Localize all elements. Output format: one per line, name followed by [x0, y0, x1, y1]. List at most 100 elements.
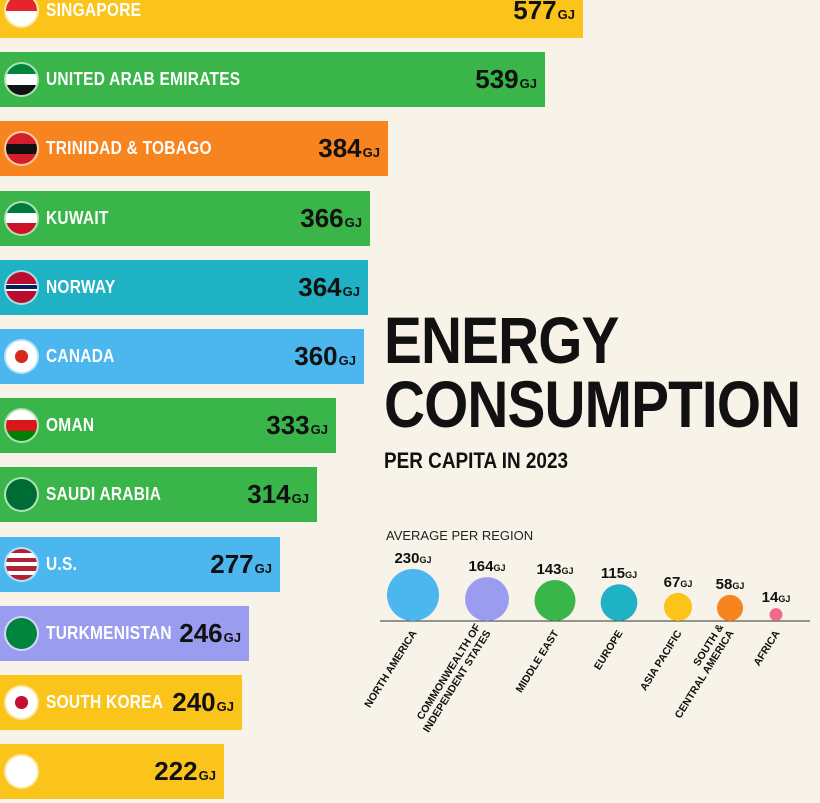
- chart-subtitle: PER CAPITA IN 2023: [384, 448, 568, 473]
- bar-value-number: 364: [298, 271, 342, 302]
- region-section-label: AVERAGE PER REGION: [386, 528, 534, 543]
- region-value-unit: GJ: [680, 579, 692, 589]
- bar-category-label: KUWAIT: [46, 207, 109, 228]
- region-value-number: 67: [664, 574, 681, 591]
- bar-value-unit: GJ: [291, 491, 309, 507]
- region-name-label: AFRICA: [751, 628, 782, 668]
- bar-south-korea: SOUTH KOREA 240GJ: [0, 675, 242, 730]
- bar-kuwait: KUWAIT 366GJ: [0, 190, 370, 246]
- bar-canada: CANADA 360GJ: [0, 329, 364, 384]
- chart-title-line-2: CONSUMPTION: [384, 367, 801, 441]
- region-bubble: [387, 569, 439, 621]
- region-value-label: 58GJ: [716, 576, 745, 593]
- region-name-line: AFRICA: [751, 628, 782, 668]
- chart-title-block: ENERGY CONSUMPTION PER CAPITA IN 2023: [384, 303, 814, 474]
- bar-category-label: SAUDI ARABIA: [46, 484, 162, 505]
- bar-category-label: OMAN: [46, 415, 95, 436]
- oman-flag-icon: [6, 410, 37, 442]
- bar-value-label: 539GJ: [475, 52, 537, 111]
- bar-value-number: 577: [513, 0, 557, 25]
- bar-value-number: 333: [266, 410, 310, 441]
- region-bubble: [534, 579, 576, 621]
- region-value-unit: GJ: [732, 581, 744, 591]
- region-value-number: 143: [536, 561, 561, 578]
- region-name-line: MIDDLE EAST: [514, 628, 562, 695]
- uae-flag-icon: [6, 64, 37, 96]
- bar-category-label: SINGAPORE: [46, 0, 142, 20]
- bar-oman: OMAN 333GJ: [0, 398, 336, 454]
- saudi-flag-icon: [6, 479, 37, 511]
- bar-category-label: U.S.: [46, 553, 78, 574]
- bar-value-number: 314: [247, 479, 291, 510]
- bar-category-label: TRINIDAD & TOBAGO: [46, 138, 212, 159]
- region-value-label: 115GJ: [601, 565, 637, 582]
- south-korea-flag-icon: [6, 687, 37, 718]
- bar-u-s-: U.S. 277GJ: [0, 536, 280, 592]
- us-flag-icon: [6, 548, 37, 580]
- region-value-unit: GJ: [778, 594, 790, 604]
- bar-value-label: 577GJ: [513, 0, 575, 42]
- region-value-label: 14GJ: [762, 589, 791, 606]
- region-name-line: EUROPE: [592, 628, 626, 672]
- bar-partial: 222GJ: [0, 744, 224, 800]
- region-name-label: NORTH AMERICA: [362, 628, 419, 710]
- bar-value-unit: GJ: [223, 629, 241, 645]
- bar-value-number: 240: [172, 687, 216, 717]
- region-bubble: [600, 584, 638, 621]
- bar-value-unit: GJ: [198, 768, 216, 784]
- norway-flag-icon: [6, 271, 37, 303]
- bar-value-unit: GJ: [557, 7, 575, 22]
- bar-value-unit: GJ: [216, 699, 234, 714]
- bar-singapore: SINGAPORE 577GJ: [0, 0, 583, 38]
- region-value-unit: GJ: [494, 563, 506, 573]
- region-value-label: 143GJ: [536, 561, 573, 578]
- region-name-label: EUROPE: [592, 628, 626, 672]
- bar-value-number: 246: [179, 617, 223, 648]
- region-name-label: COMMONWEALTH OFINDEPENDENT STATES: [411, 621, 494, 734]
- region-bubble-chart: 230 GJ NORTH AMERICA 164GJ COMMONWEALTH OFIN…: [362, 550, 810, 735]
- region-value-unit: GJ: [625, 570, 637, 580]
- region-bubble: [769, 608, 783, 621]
- bar-value-label: 333GJ: [266, 398, 328, 457]
- bar-category-label: SOUTH KOREA: [46, 692, 164, 712]
- bar-value-label: 314GJ: [247, 467, 309, 526]
- region-value-number: 115: [601, 565, 625, 582]
- turkmenistan-flag-icon: [6, 617, 37, 649]
- region-value-label: 67GJ: [664, 574, 693, 591]
- bar-value-label: 384GJ: [318, 121, 380, 180]
- region-name-line: ASIA PACIFIC: [638, 628, 685, 693]
- region-value-unit: GJ: [562, 566, 574, 576]
- bar-value-label: 364GJ: [298, 260, 360, 319]
- bar-value-number: 277: [210, 548, 254, 579]
- region-name-label: ASIA PACIFIC: [638, 628, 685, 693]
- region-value-label: 164GJ: [468, 558, 505, 575]
- bar-value-unit: GJ: [342, 283, 360, 299]
- bar-value-label: 222GJ: [154, 744, 216, 803]
- bar-saudi-arabia: SAUDI ARABIA 314GJ: [0, 467, 317, 523]
- trinidad-flag-icon: [6, 133, 37, 165]
- bar-turkmenistan: TURKMENISTAN 246GJ: [0, 605, 249, 661]
- canada-flag-icon: [6, 341, 37, 372]
- bar-value-unit: GJ: [254, 560, 272, 576]
- bar-trinidad-tobago: TRINIDAD & TOBAGO 384GJ: [0, 121, 388, 177]
- bar-category-label: NORWAY: [46, 276, 116, 297]
- region-name-line: INDEPENDENT STATES: [421, 628, 494, 734]
- bar-value-number: 222: [154, 756, 198, 787]
- bar-value-number: 366: [300, 202, 344, 233]
- bar-value-number: 384: [318, 133, 362, 164]
- bar-value-unit: GJ: [362, 145, 380, 161]
- region-bubble: [465, 577, 509, 621]
- bar-value-label: 246GJ: [179, 606, 241, 665]
- bar-value-unit: GJ: [344, 214, 362, 230]
- bar-value-unit: GJ: [310, 422, 328, 438]
- bar-value-unit: GJ: [338, 353, 356, 368]
- bar-category-label: UNITED ARAB EMIRATES: [46, 69, 241, 90]
- bar-value-label: 366GJ: [300, 191, 362, 250]
- bar-norway: NORWAY 364GJ: [0, 259, 368, 315]
- region-name-line: NORTH AMERICA: [362, 628, 419, 710]
- region-name-line: COMMONWEALTH OF: [415, 621, 484, 722]
- bar-category-label: TURKMENISTAN: [46, 622, 172, 643]
- chart-title-line-1: ENERGY: [384, 303, 619, 377]
- bar-value-number: 360: [294, 341, 338, 371]
- region-value-number: 230: [394, 550, 419, 567]
